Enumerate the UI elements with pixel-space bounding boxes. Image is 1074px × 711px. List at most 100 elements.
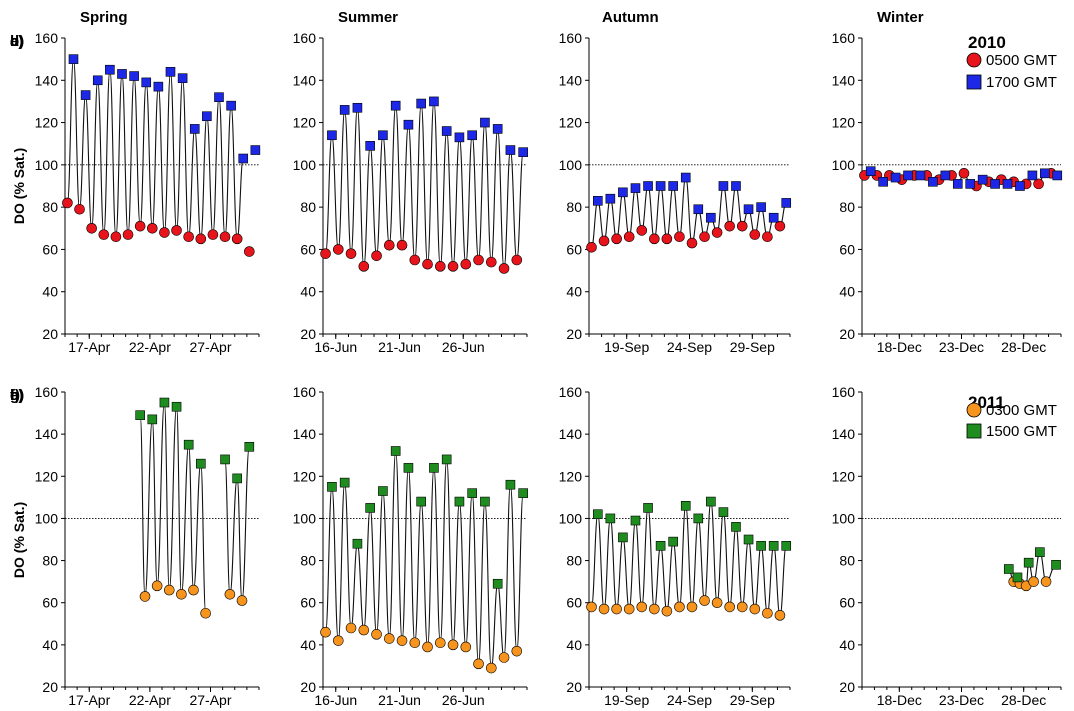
- season-title-spring: Spring: [80, 9, 128, 26]
- am-data-point: [649, 233, 660, 245]
- pm-data-point: [768, 541, 779, 551]
- pm-data-point: [680, 500, 691, 511]
- pm-data-point: [147, 414, 158, 425]
- pm-data-point: [668, 536, 678, 547]
- pm-data-point: [505, 479, 516, 490]
- pm-data-point: [480, 117, 490, 128]
- y-tick-label: 100: [559, 510, 583, 526]
- legend-2010-year: 2010: [968, 33, 1006, 52]
- x-tick-label: 19-Sep: [604, 692, 649, 708]
- am-data-point: [422, 641, 433, 653]
- y-tick-label: 140: [35, 426, 59, 442]
- x-tick-label: 18-Dec: [877, 339, 922, 355]
- am-data-point: [736, 601, 748, 613]
- y-tick-label: 60: [839, 595, 855, 611]
- pm-data-point: [492, 578, 503, 589]
- y-tick-label: 40: [839, 637, 855, 653]
- panel-label: g): [10, 387, 24, 404]
- pm-data-point: [365, 503, 375, 513]
- pm-data-point: [990, 179, 1000, 189]
- pm-data-point: [159, 397, 170, 408]
- y-tick-label: 20: [566, 679, 582, 695]
- pm-data-point: [183, 439, 194, 450]
- am-data-point: [183, 231, 194, 243]
- am-data-point: [958, 168, 970, 179]
- season-title-winter: Winter: [877, 9, 924, 26]
- y-tick-label: 100: [35, 157, 59, 173]
- am-data-point: [396, 635, 408, 646]
- y-tick-label: 80: [42, 199, 58, 215]
- pm-data-point: [605, 513, 616, 524]
- pm-data-point: [365, 141, 375, 151]
- am-data-point: [762, 231, 773, 243]
- y-tick-label: 140: [35, 72, 59, 88]
- x-tick-label: 23-Dec: [939, 692, 984, 708]
- am-data-point: [163, 584, 175, 596]
- y-tick-label: 120: [559, 468, 583, 484]
- pm-data-point: [655, 181, 666, 191]
- pm-data-point: [378, 130, 388, 141]
- pm-data-point: [429, 463, 439, 473]
- am-data-point: [749, 603, 761, 615]
- pm-data-point: [390, 446, 401, 456]
- season-title-autumn: Autumn: [602, 9, 659, 26]
- pm-data-point: [238, 153, 249, 164]
- y-tick-label: 60: [300, 241, 316, 257]
- pm-data-point: [403, 463, 414, 473]
- pm-data-point: [1023, 557, 1034, 568]
- am-data-point: [498, 263, 510, 274]
- pm-data-point: [693, 513, 704, 524]
- pm-data-point: [940, 170, 951, 181]
- x-tick-label: 23-Dec: [939, 339, 984, 355]
- panel-f: f) 20 40 60 80 100 120 140 160 16-Jun 21-Jun 26-Jun: [10, 384, 528, 708]
- pm-data-point: [378, 486, 388, 496]
- x-tick-label: 27-Apr: [189, 339, 231, 355]
- pm-data-point: [756, 202, 766, 212]
- am-data-point: [147, 222, 158, 234]
- y-tick-label: 100: [559, 157, 583, 173]
- y-tick-label: 40: [566, 637, 582, 653]
- pm-data-point: [592, 509, 603, 520]
- am-data-point: [774, 220, 786, 232]
- y-tick-label: 60: [42, 595, 58, 611]
- y-tick-label: 40: [300, 637, 316, 653]
- am-data-point: [586, 242, 597, 253]
- legend-2011-pm-marker: [966, 423, 982, 439]
- pm-data-point: [643, 181, 653, 191]
- am-data-point: [598, 603, 610, 615]
- pm-data-point: [1051, 559, 1061, 570]
- legend-2010: 2010 0500 GMT 1700 GMT: [966, 33, 1057, 91]
- y-tick-label: 40: [42, 637, 58, 653]
- pm-data-point: [781, 198, 792, 208]
- pm-data-point: [390, 100, 401, 111]
- am-data-point: [724, 220, 736, 232]
- y-tick-label: 160: [559, 30, 583, 46]
- y-tick-label: 20: [839, 679, 855, 695]
- am-data-point: [62, 197, 73, 209]
- am-data-point: [661, 233, 673, 245]
- am-data-point: [134, 220, 146, 232]
- pm-data-point: [1012, 572, 1023, 583]
- panel-label: e): [10, 387, 23, 404]
- pm-data-point: [903, 170, 913, 181]
- am-data-point: [358, 624, 370, 636]
- pm-data-point: [756, 541, 766, 551]
- am-data-point: [511, 645, 523, 657]
- am-data-point: [649, 603, 660, 615]
- pm-data-point: [680, 172, 691, 183]
- am-data-point: [434, 261, 446, 272]
- pm-data-point: [454, 496, 465, 507]
- am-data-point: [1033, 178, 1044, 190]
- pm-data-point: [655, 541, 666, 551]
- pm-data-point: [731, 181, 741, 191]
- y-tick-label: 140: [832, 426, 856, 442]
- am-data-point: [473, 658, 484, 670]
- y-tick-label: 60: [839, 241, 855, 257]
- x-tick-label: 26-Jun: [442, 692, 485, 708]
- am-data-point: [332, 244, 344, 255]
- pm-data-point: [327, 482, 337, 492]
- pm-data-point: [250, 145, 261, 155]
- y-tick-label: 100: [832, 510, 856, 526]
- am-data-point: [699, 231, 710, 243]
